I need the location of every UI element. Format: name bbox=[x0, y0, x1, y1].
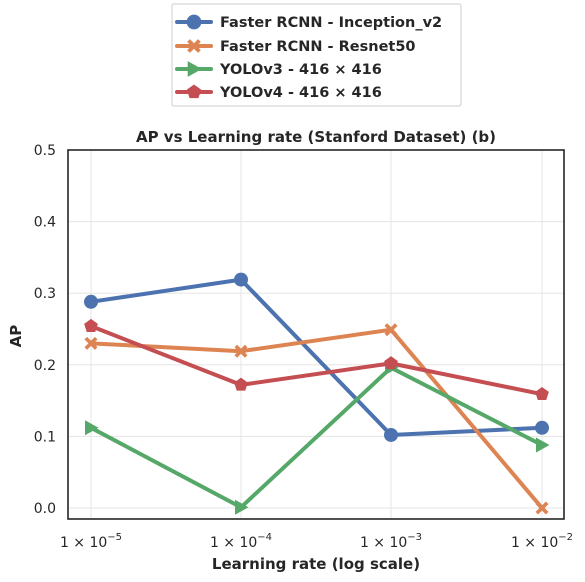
data-point bbox=[384, 356, 398, 370]
x-tick-label: 1 × 10−2 bbox=[511, 532, 573, 551]
chart-title: AP vs Learning rate (Stanford Dataset) (… bbox=[136, 128, 496, 146]
y-tick-label: 0.0 bbox=[34, 501, 56, 517]
legend-label: Faster RCNN - Inception_v2 bbox=[220, 15, 442, 31]
data-point bbox=[84, 336, 98, 350]
data-point bbox=[535, 501, 549, 515]
data-point bbox=[234, 377, 248, 391]
data-point bbox=[535, 386, 549, 400]
legend-label: Faster RCNN - Resnet50 bbox=[220, 39, 416, 55]
legend-marker bbox=[186, 84, 202, 99]
series-2 bbox=[84, 323, 549, 515]
data-point bbox=[85, 420, 99, 436]
series-line bbox=[89, 324, 544, 397]
legend-item: YOLOv3 - 416 × 416 bbox=[175, 61, 382, 78]
series-4 bbox=[84, 318, 549, 400]
legend-label: YOLOv3 - 416 × 416 bbox=[219, 62, 382, 78]
plot-frame bbox=[67, 149, 565, 520]
y-tick-label: 0.3 bbox=[34, 286, 56, 302]
legend-marker bbox=[187, 61, 202, 77]
legend-label: YOLOv4 - 416 × 416 bbox=[219, 85, 382, 101]
plot-area bbox=[67, 149, 565, 520]
data-point bbox=[535, 420, 549, 435]
y-tick-label: 0.5 bbox=[34, 143, 56, 159]
x-axis-label: Learning rate (log scale) bbox=[212, 555, 420, 573]
data-point bbox=[234, 344, 248, 358]
x-tick-label: 1 × 10−4 bbox=[210, 532, 272, 551]
legend-frame bbox=[171, 3, 462, 107]
series-line bbox=[89, 327, 544, 510]
series-1 bbox=[84, 272, 549, 442]
data-point bbox=[235, 499, 249, 515]
data-point bbox=[384, 427, 398, 442]
data-point bbox=[84, 318, 98, 332]
y-tick-label: 0.1 bbox=[34, 429, 56, 445]
legend-item: YOLOv4 - 416 × 416 bbox=[175, 84, 382, 101]
data-point bbox=[536, 437, 550, 453]
legend-item: Faster RCNN - Inception_v2 bbox=[175, 14, 442, 31]
y-tick-label: 0.4 bbox=[34, 215, 56, 231]
legend-marker bbox=[186, 14, 202, 30]
data-point bbox=[384, 323, 398, 337]
series-line bbox=[89, 277, 544, 437]
y-tick-label: 0.2 bbox=[34, 358, 56, 374]
x-tick-label: 1 × 10−3 bbox=[360, 532, 422, 551]
legend-marker bbox=[187, 39, 201, 53]
plot-background bbox=[68, 150, 564, 519]
series-line bbox=[89, 365, 544, 510]
x-tick-label: 1 × 10−5 bbox=[60, 532, 122, 551]
data-point bbox=[84, 294, 98, 309]
legend: Faster RCNN - Inception_v2 Faster RCNN - … bbox=[171, 3, 462, 107]
y-axis-label: AP bbox=[7, 325, 25, 348]
data-point bbox=[234, 272, 248, 287]
legend-item: Faster RCNN - Resnet50 bbox=[175, 39, 416, 55]
